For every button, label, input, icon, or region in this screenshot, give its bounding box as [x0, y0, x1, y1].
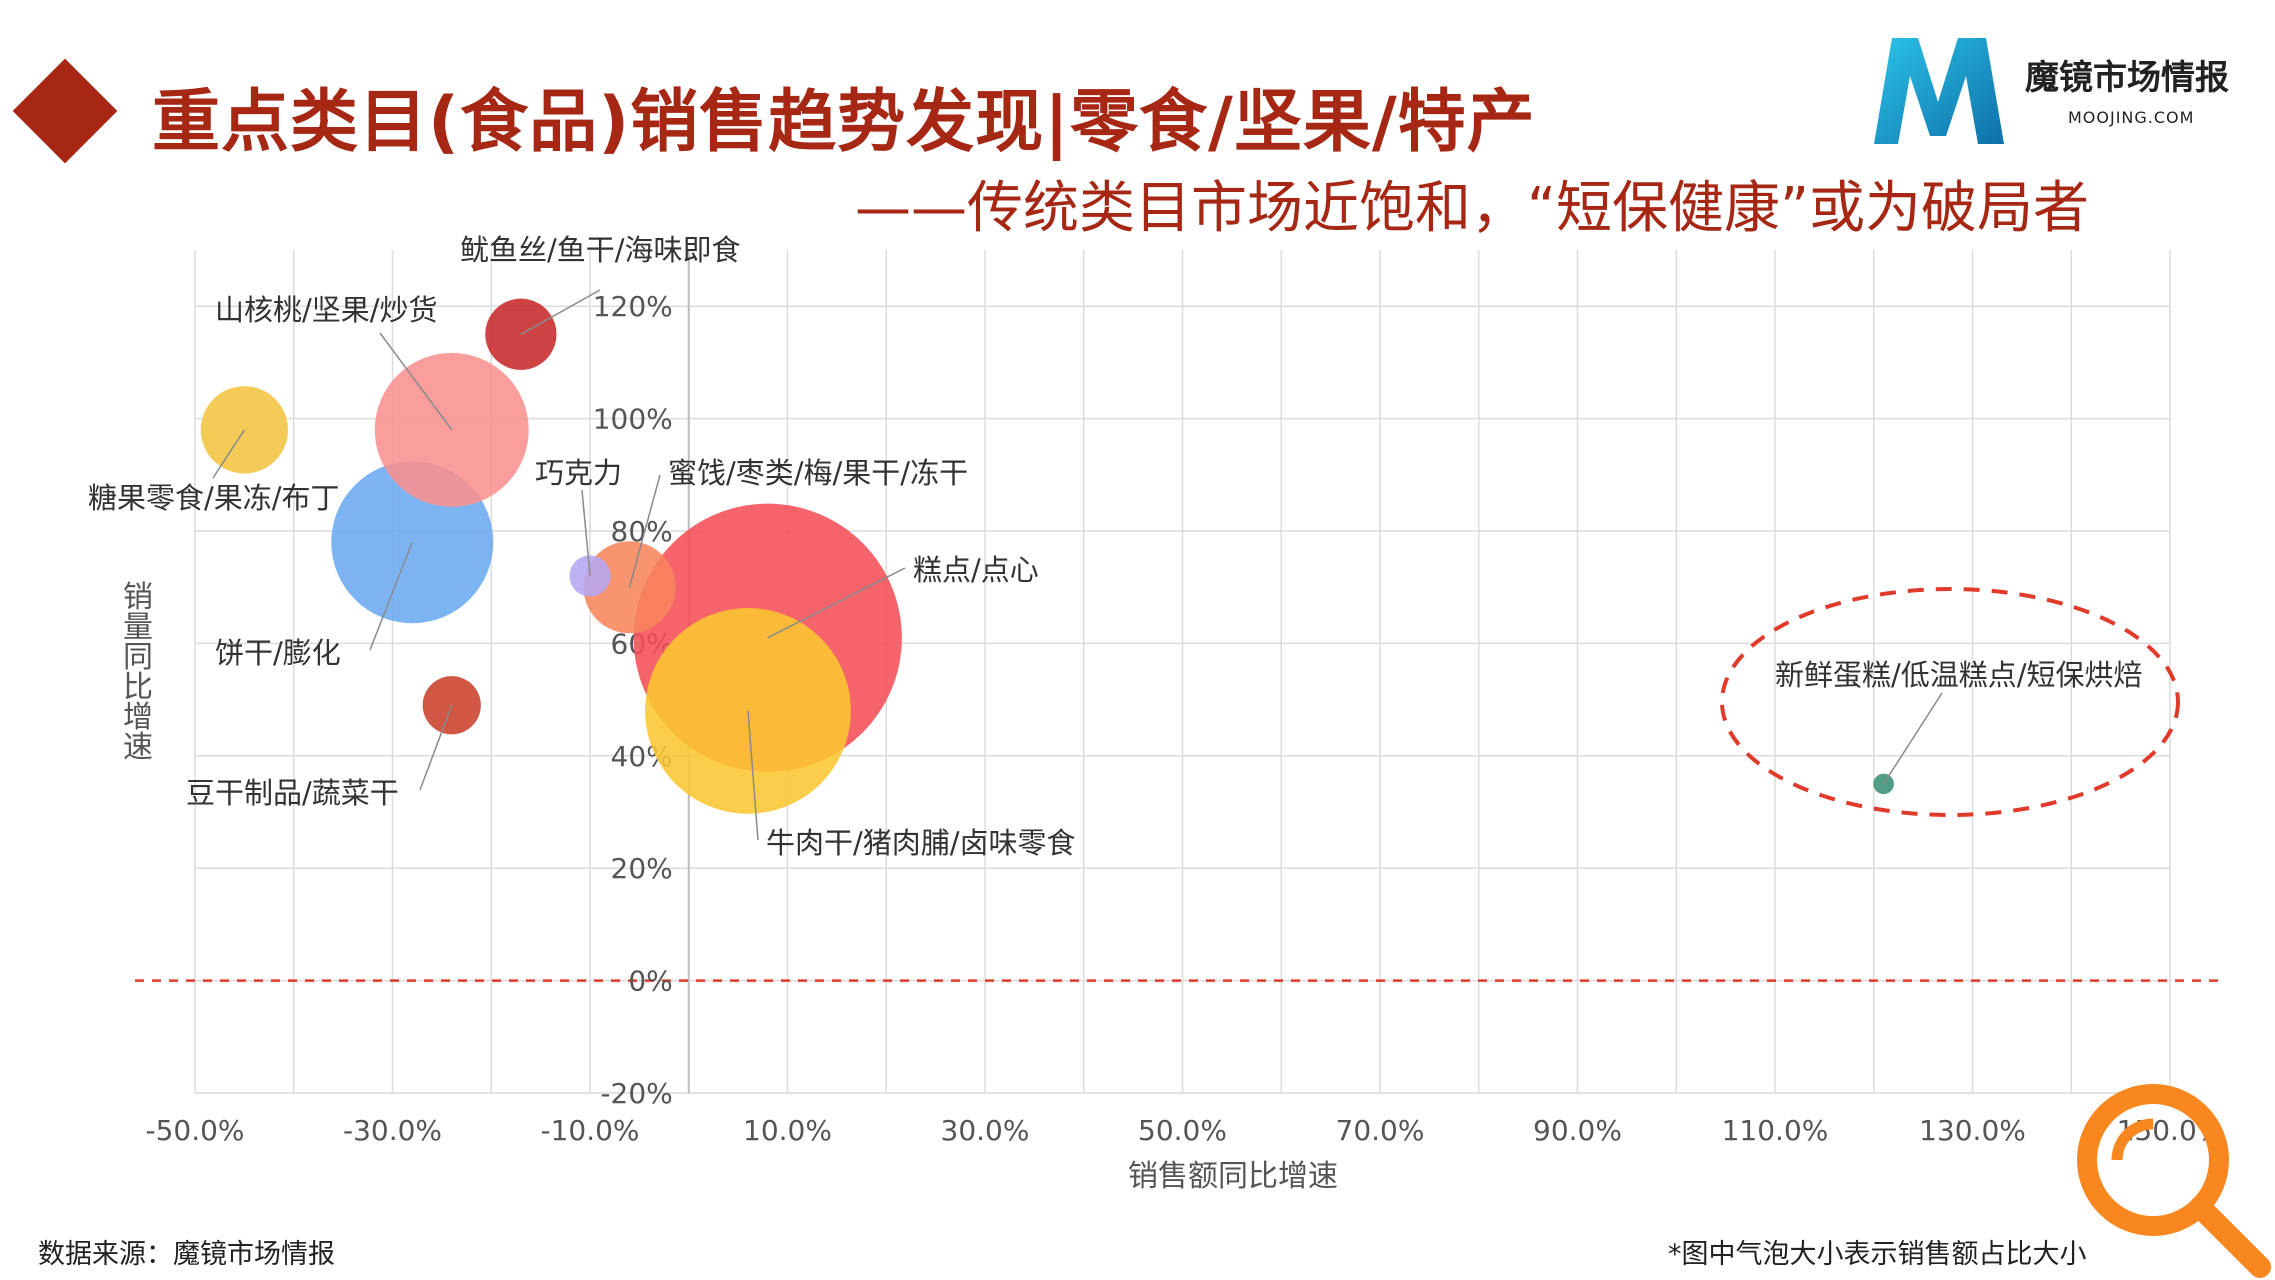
data-source: 数据来源：魔镜市场情报 [38, 1239, 335, 1270]
brand-name: 魔镜市场情报 [2025, 58, 2229, 98]
bubble-label: 巧克力 [535, 456, 622, 490]
brand-url: MOOJING.COM [2068, 108, 2195, 127]
x-tick-label: 70.0% [1336, 1114, 1425, 1147]
leader-line [520, 289, 601, 335]
leader-line [379, 332, 453, 431]
x-tick-label: 90.0% [1533, 1114, 1622, 1147]
brand-logo [1874, 38, 2004, 144]
chart-annotations [1720, 587, 2180, 817]
leader-line [1882, 692, 1943, 785]
y-tick-label: 20% [611, 852, 673, 885]
bubble-label: 糕点/点心 [913, 553, 1039, 587]
x-tick-label: 50.0% [1138, 1114, 1227, 1147]
page-title: 重点类目(食品)销售趋势发现|零食/坚果/特产 [152, 83, 1536, 162]
bubble-label: 糖果零食/果冻/布丁 [88, 481, 340, 515]
leader-line [628, 474, 661, 588]
chart-leader-lines [212, 289, 1943, 841]
page-subtitle: ——传统类目市场近饱和，“短保健康”或为破局者 [855, 176, 2090, 241]
y-tick-label: -20% [600, 1077, 672, 1110]
y-tick-label: 0% [628, 965, 672, 998]
leader-line [581, 489, 591, 577]
data-bubble [374, 352, 529, 507]
bubble-label: 蜜饯/枣类/梅/果干/冻干 [668, 456, 968, 490]
moojing-m-icon [1874, 38, 2004, 144]
y-tick-label: 120% [593, 290, 673, 323]
x-axis-label: 销售额同比增速 [1128, 1159, 1338, 1194]
y-tick-label: 100% [593, 403, 673, 436]
x-tick-label: 130.0% [1919, 1114, 2026, 1147]
leader-line [369, 541, 413, 651]
bubble-label: 新鲜蛋糕/低温糕点/短保烘焙 [1775, 658, 2143, 692]
bubble-label: 鱿鱼丝/鱼干/海味即食 [460, 233, 741, 267]
highlight-ellipse [1720, 587, 2180, 817]
x-tick-label: 30.0% [941, 1114, 1030, 1147]
bubble-size-note: *图中气泡大小表示销售额占比大小 [1668, 1239, 2087, 1270]
y-axis-label: 销量同比增速 [123, 580, 153, 765]
x-tick-label: -10.0% [540, 1114, 639, 1147]
bubble-label: 豆干制品/蔬菜干 [186, 776, 399, 810]
x-tick-label: -30.0% [343, 1114, 442, 1147]
leader-line [212, 429, 246, 479]
x-tick-label: 110.0% [1722, 1114, 1829, 1147]
chart-bubbles [200, 298, 1894, 814]
x-tick-label: 10.0% [743, 1114, 832, 1147]
leader-line [419, 704, 453, 791]
leader-line [747, 710, 759, 841]
bubble-label: 山核桃/坚果/炒货 [215, 293, 438, 327]
bubble-label: 饼干/膨化 [215, 636, 341, 670]
magnifier-icon [2077, 1084, 2271, 1278]
x-tick-label: -50.0% [145, 1114, 244, 1147]
bubble-label: 牛肉干/猪肉脯/卤味零食 [766, 826, 1076, 860]
leader-line [767, 567, 906, 639]
